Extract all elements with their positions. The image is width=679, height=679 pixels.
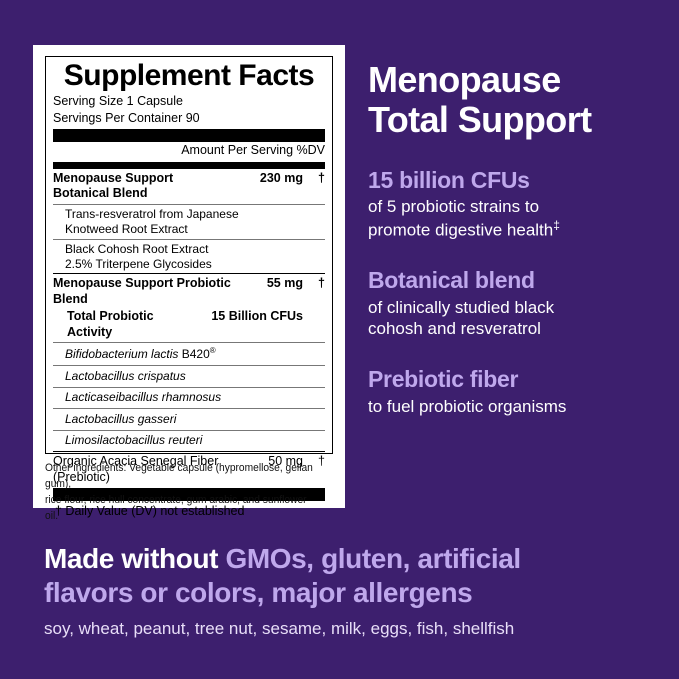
nutrient-name: Menopause Support [53, 170, 174, 185]
benefit-body: to fuel probiotic organisms [368, 396, 668, 418]
table-row: Organic Acacia Senegal Fiber (Prebiotic)… [53, 452, 325, 487]
strain-scientific-name: Lacticaseibacillus rhamnosus [65, 390, 222, 405]
benefit-body: of 5 probiotic strains to promote digest… [368, 196, 668, 241]
row-divider-heavy [53, 273, 325, 275]
benefit-body-line2: cohosh and resveratrol [368, 319, 541, 339]
row-divider [53, 429, 325, 431]
row-divider [53, 203, 325, 205]
medium-divider-bar [53, 161, 325, 169]
strain-scientific-name: Lactobacillus gasseri [65, 411, 177, 426]
benefit-body-line2: promote digestive health [368, 220, 554, 240]
benefit-body-line1: of 5 probiotic strains to [368, 197, 540, 217]
nutrient-name: Trans-resveratrol from Japanese [65, 206, 239, 221]
registered-trademark-icon: ® [209, 345, 216, 355]
benefit-item-prebiotic: Prebiotic fiber to fuel probiotic organi… [368, 366, 668, 417]
daily-value-footnote: † Daily Value (DV) not established [55, 504, 245, 519]
benefit-body-line2-wrap: promote digestive health‡ [368, 218, 668, 241]
nutrient-amount: 15 Billion CFUs [211, 309, 303, 324]
strain-scientific-name: Lactobacillus crispatus [65, 368, 186, 383]
benefit-body: of clinically studied black cohosh and r… [368, 297, 668, 341]
benefit-title: Botanical blend [368, 267, 535, 294]
benefit-title: 15 billion CFUs [368, 166, 530, 193]
strain-scientific-name: Bifidobacterium lactis [65, 346, 182, 361]
row-divider [53, 386, 325, 388]
list-item: Limosilactobacillus reuteri [53, 431, 325, 452]
list-item: Lactobacillus gasseri [53, 409, 325, 430]
table-row: Total Probiotic Activity 15 Billion CFUs [53, 309, 325, 342]
row-divider [53, 238, 325, 240]
benefit-item-botanical: Botanical blend of clinically studied bl… [368, 267, 668, 340]
table-row: Menopause Support Botanical Blend 230 mg… [53, 169, 325, 204]
row-divider-heavy [53, 451, 325, 453]
row-divider [53, 408, 325, 410]
nutrient-amount: 50 mg [268, 454, 303, 469]
headline-line1: Menopause [368, 59, 561, 100]
allergen-list: soy, wheat, peanut, tree nut, sesame, mi… [44, 619, 515, 639]
table-row: Menopause Support Probiotic Blend 55 mg … [53, 274, 325, 309]
list-item: Lactobacillus crispatus [53, 366, 325, 387]
nutrient-name-line2: Knotweed Root Extract [65, 221, 188, 236]
double-dagger-icon: ‡ [553, 217, 560, 232]
other-ingredients-line2: rice flour, rice hull concentrate, gum a… [45, 493, 307, 522]
nutrient-name-line2: Botanical Blend [53, 186, 148, 201]
headline-line2: Total Support [368, 99, 592, 141]
list-item: Bifidobacterium lactis B420® [53, 343, 325, 365]
servings-per-container-text: Servings Per Container 90 [53, 111, 200, 126]
promo-column: Menopause Total Support 15 billion CFUs … [368, 59, 668, 417]
supplement-facts-card: Supplement Facts Serving Size 1 Capsule … [33, 45, 345, 522]
supplement-facts-panel: Supplement Facts Serving Size 1 Capsule … [45, 56, 333, 518]
other-ingredients-line1: Other ingredients: Vegetable capsule (hy… [45, 462, 313, 490]
nutrient-name-line2: 2.5% Triterpene Glycosides [65, 256, 212, 271]
benefit-body-line1: of clinically studied black [368, 297, 555, 317]
nutrient-name: Organic Acacia Senegal Fiber (Prebiotic) [53, 454, 219, 484]
made-without-items-line1: GMOs, gluten, artificial [225, 543, 521, 574]
nutrient-amount: 230 mg [259, 170, 303, 185]
strain-scientific-name: Limosilactobacillus reuteri [65, 433, 203, 448]
benefit-body-line1: to fuel probiotic organisms [368, 396, 567, 416]
list-item: Lacticaseibacillus rhamnosus [53, 388, 325, 409]
benefit-title: Prebiotic fiber [368, 366, 519, 393]
nutrient-name: Menopause Support Probiotic Blend [53, 276, 231, 306]
thick-divider-bar-bottom [53, 488, 325, 502]
supplement-facts-title: Supplement Facts [63, 59, 315, 92]
nutrient-name: Black Cohosh Root Extract [65, 241, 209, 256]
made-without-items-line2: flavors or colors, major allergens [44, 576, 473, 608]
row-divider [53, 365, 325, 367]
made-without-line1: Made without GMOs, gluten, artificial [44, 542, 644, 576]
made-without-band: Made without GMOs, gluten, artificial fl… [44, 542, 644, 640]
amount-per-serving-header: Amount Per Serving %DV [181, 143, 325, 158]
page-title: Menopause Total Support [368, 59, 668, 141]
nutrient-name: Total Probiotic Activity [67, 309, 154, 339]
serving-size-text: Serving Size 1 Capsule [53, 93, 183, 108]
nutrient-dv: † [318, 276, 325, 291]
table-row: Black Cohosh Root Extract 2.5% Triterpen… [53, 240, 325, 274]
strain-code: B420 [181, 346, 210, 361]
table-row: Trans-resveratrol from Japanese Knotweed… [53, 205, 325, 239]
nutrient-dv: † [318, 170, 325, 185]
benefit-item-cfus: 15 billion CFUs of 5 probiotic strains t… [368, 167, 668, 242]
thick-divider-bar [53, 129, 325, 143]
made-without-prefix: Made without [44, 543, 226, 574]
other-ingredients: Other ingredients: Vegetable capsule (hy… [45, 461, 317, 525]
nutrient-dv: † [318, 454, 325, 469]
nutrient-amount: 55 mg [266, 276, 303, 291]
row-divider [53, 342, 325, 344]
